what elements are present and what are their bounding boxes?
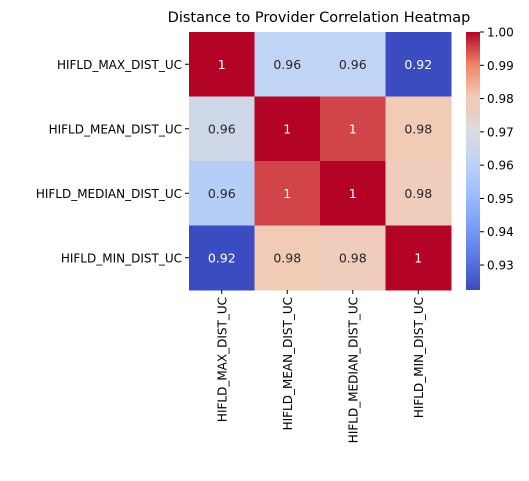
heatmap-cell (385, 161, 452, 226)
heatmap-cell (189, 225, 255, 291)
cell-annotation: 0.98 (404, 186, 432, 201)
cell-annotation: 1 (414, 250, 422, 265)
heatmap-cells: 1 0.96 0.96 0.92 0.96 1 1 0.98 0.96 1 1 0.98 0.92 0.9… (189, 32, 452, 291)
cell-annotation: 1 (218, 57, 226, 72)
row-tick-labels: HIFLD_MAX_DIST_UC HIFLD_MEAN_DIST_UC HIFLD… (36, 58, 189, 265)
colorbar-ticks: 1.00 0.99 0.98 0.97 0.96 0.95 0.94 0.93 (480, 26, 514, 273)
column-tick-label: HIFLD_MAX_DIST_UC (215, 297, 229, 422)
column-tick-label: HIFLD_MEDIAN_DIST_UC (346, 297, 360, 443)
heatmap-cell (254, 96, 321, 162)
colorbar-gradient (466, 32, 480, 290)
colorbar-tick-label: 0.99 (487, 59, 514, 73)
row-tick-label: HIFLD_MEAN_DIST_UC (49, 122, 182, 136)
cell-annotation: 0.92 (404, 57, 432, 72)
colorbar-tick-label: 0.98 (487, 92, 514, 106)
heatmap-cell (320, 161, 386, 226)
heatmap-cell (320, 32, 386, 97)
colorbar-tick-label: 0.94 (487, 225, 514, 239)
heatmap-cell (254, 161, 321, 226)
cell-annotation: 0.96 (273, 57, 301, 72)
row-tick-label: HIFLD_MIN_DIST_UC (61, 251, 182, 265)
colorbar: 1.00 0.99 0.98 0.97 0.96 0.95 0.94 0.93 (466, 26, 514, 290)
colorbar-tick-label: 0.97 (487, 125, 514, 139)
cell-annotation: 0.96 (208, 186, 236, 201)
colorbar-tick-label: 0.96 (487, 159, 514, 173)
heatmap-cell (189, 96, 255, 162)
cell-annotation: 1 (349, 186, 357, 201)
heatmap-cell (385, 96, 452, 162)
row-tick-label: HIFLD_MEDIAN_DIST_UC (36, 187, 182, 201)
colorbar-tick-label: 1.00 (487, 26, 514, 40)
colorbar-tick-label: 0.95 (487, 192, 514, 206)
chart-title: Distance to Provider Correlation Heatmap (168, 10, 471, 26)
heatmap-cell (320, 225, 386, 291)
cell-annotation: 0.98 (339, 250, 367, 265)
row-tick-label: HIFLD_MAX_DIST_UC (57, 58, 182, 72)
column-tick-label: HIFLD_MEAN_DIST_UC (281, 297, 295, 430)
colorbar-tick-label: 0.93 (487, 259, 514, 273)
cell-annotation: 0.92 (208, 250, 236, 265)
heatmap-cell (254, 32, 321, 97)
column-tick-label: HIFLD_MIN_DIST_UC (412, 297, 426, 418)
heatmap-cell (254, 225, 321, 291)
cell-annotation: 1 (283, 121, 291, 136)
cell-annotation: 0.98 (273, 250, 301, 265)
heatmap-cell (189, 32, 255, 97)
cell-annotation: 1 (283, 186, 291, 201)
column-tick-labels: HIFLD_MAX_DIST_UC HIFLD_MEAN_DIST_UC HIFLD… (215, 290, 426, 443)
heatmap-cell (189, 161, 255, 226)
heatmap-cell (320, 96, 386, 162)
heatmap-cell (385, 32, 452, 97)
cell-annotation: 0.98 (404, 121, 432, 136)
cell-annotation: 0.96 (208, 121, 236, 136)
heatmap-cell (385, 225, 452, 291)
cell-annotation: 1 (349, 121, 357, 136)
cell-annotation: 0.96 (339, 57, 367, 72)
